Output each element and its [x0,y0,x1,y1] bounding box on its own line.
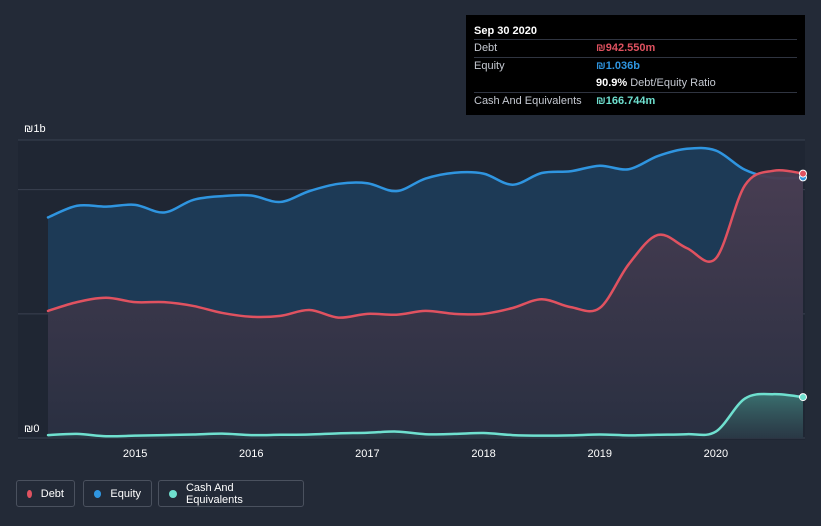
legend-cash[interactable]: Cash And Equivalents [158,480,304,507]
x-tick-labels: 2015 2016 2017 2018 2019 2020 [123,448,728,460]
debt-line [46,168,805,319]
cash-dot-icon [169,489,177,498]
cash-end-marker [799,393,807,402]
end-markers [799,169,807,402]
tooltip-ratio-row: 90.9% Debt/Equity Ratio [474,75,797,92]
tooltip-cash-label: Cash And Equivalents [474,95,582,107]
tooltip-debt-label: Debt [474,42,498,54]
tooltip-cash-row: Cash And Equivalents ₪166.744m [474,92,797,110]
axis-layer: ₪1b ₪0 [24,123,46,435]
tooltip-ratio-value: 90.9% [596,77,628,89]
tooltip-debt-value: ₪942.550m [596,42,656,54]
x-tick-label-2018: 2018 [471,448,495,460]
cash-line [46,392,805,438]
legend-equity[interactable]: Equity [83,480,152,507]
x-tick-label-2019: 2019 [587,448,611,460]
y-tick-label-zero: ₪0 [24,423,39,435]
equity-line [46,146,805,219]
tooltip-cash-value: ₪166.744m [596,95,656,107]
tooltip-date: Sep 30 2020 [474,25,537,37]
legend-debt[interactable]: Debt [16,480,75,507]
tooltip-debt-row: Debt ₪942.550m [474,39,797,57]
legend-cash-label: Cash And Equivalents [185,481,243,506]
legend-debt-label: Debt [40,487,64,500]
tooltip-panel: Sep 30 2020 Debt ₪942.550m Equity ₪1.036… [466,15,805,115]
debt-area [48,170,803,438]
tooltip-ratio-label: Debt/Equity Ratio [630,77,716,89]
x-tick-label-2017: 2017 [355,448,379,460]
debt-dot-icon [27,489,32,498]
x-tick-label-2015: 2015 [123,448,147,460]
series-layer [46,146,805,439]
debt-end-marker [799,169,807,178]
tooltip-equity-row: Equity ₪1.036b [474,57,797,75]
y-tick-label-max: ₪1b [24,123,46,135]
tooltip-equity-value: ₪1.036b [596,60,640,72]
x-tick-label-2016: 2016 [239,448,263,460]
equity-dot-icon [94,489,102,498]
cash-area [48,394,803,438]
x-tick-label-2020: 2020 [704,448,728,460]
tooltip-equity-label: Equity [474,60,505,72]
legend-equity-label: Equity [110,487,141,500]
